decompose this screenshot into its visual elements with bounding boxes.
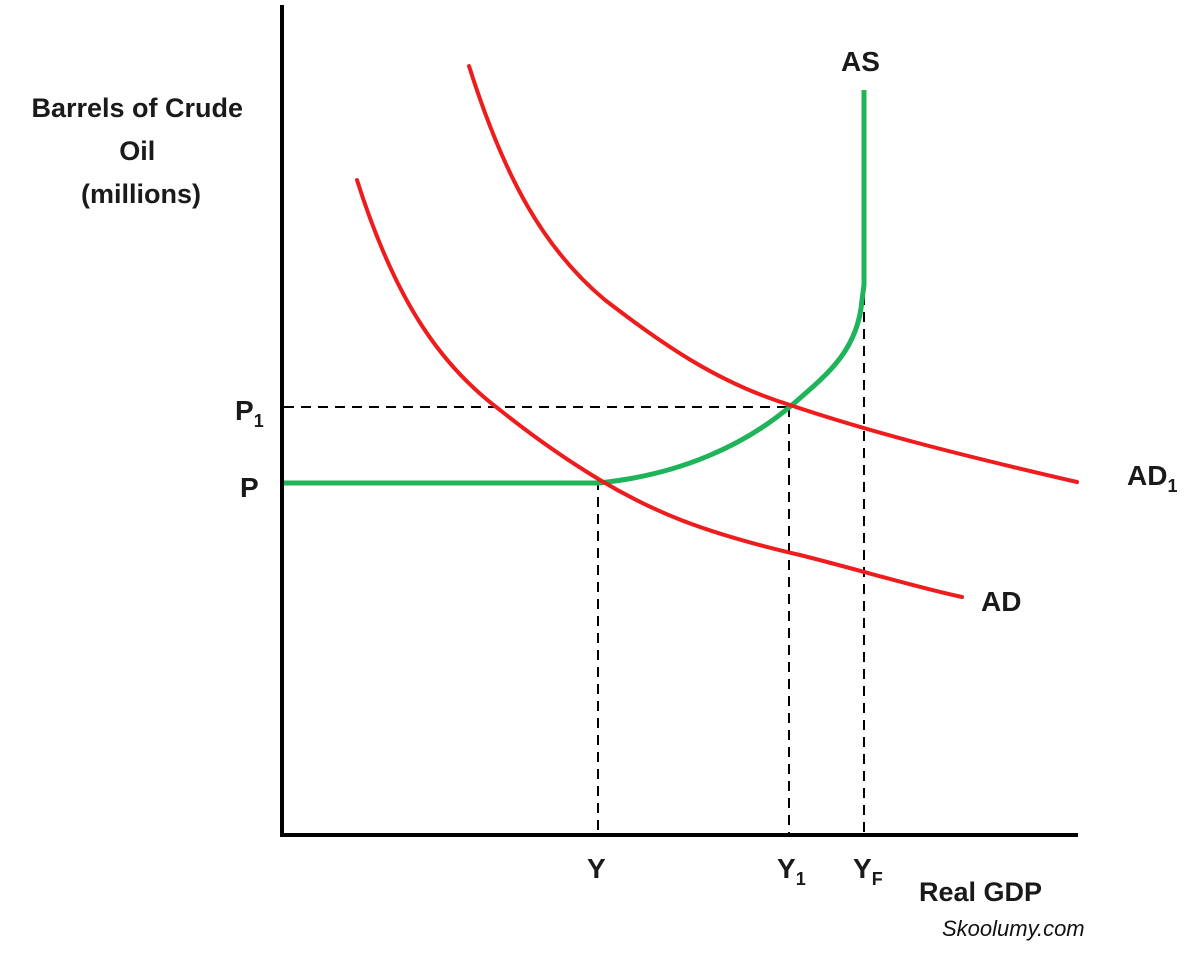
output-label-y1-main: Y [777,853,796,884]
y-axis-title-line-1: Barrels of Crude [31,93,243,123]
y-axis-title: Barrels of Crude Oil (millions) [31,93,250,209]
as-curve [284,90,867,486]
ad1-curve [467,64,1079,484]
output-label-y1-sub: 1 [796,869,806,889]
ad1-curve-label-sub: 1 [1167,476,1177,496]
ad1-curve-label-main: AD [1127,460,1167,491]
price-label-p: P [240,472,259,503]
ad-curve [355,178,964,599]
output-label-yf-sub: F [872,869,883,889]
ad1-curve-label: AD1 [1127,460,1177,496]
as-curve-label: AS [841,46,880,77]
output-label-yf-main: Y [853,853,872,884]
price-label-p1: P1 [235,395,264,431]
x-axis-title: Real GDP [919,877,1042,907]
y-axis-title-line-2: Oil [119,136,155,166]
y-axis-title-line-3: (millions) [81,179,201,209]
price-label-p1-sub: 1 [254,411,264,431]
output-label-y1: Y1 [777,853,806,889]
output-label-yf: YF [853,853,883,889]
price-label-p1-main: P [235,395,254,426]
watermark: Skoolumy.com [942,916,1085,941]
ad-curve-label: AD [981,586,1021,617]
output-label-y: Y [587,853,606,884]
